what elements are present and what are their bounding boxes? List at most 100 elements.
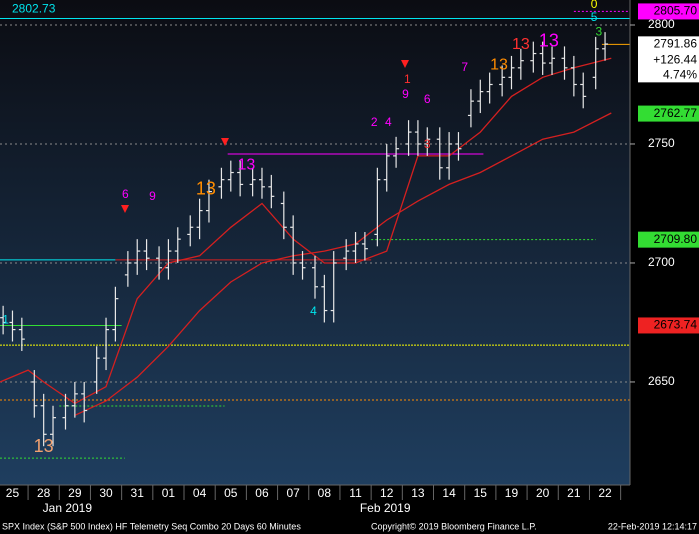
ohlc-bar [361,232,368,261]
ohlc-bar [81,381,88,423]
signal-arrows [121,60,409,213]
ohlc-bar [602,32,609,61]
ohlc-bar [0,305,7,335]
x-tick-label: 19 [505,486,519,500]
ohlc-bar [103,317,110,371]
x-tick-label: 21 [567,486,581,500]
price-tag [638,3,699,20]
ohlc-bar [268,174,275,209]
price-tag-label: 2673.74 [654,318,698,332]
sequence-count: 3 [424,137,431,151]
sequence-count: 4 [385,115,392,129]
ohlc-bar [455,132,462,161]
price-tag-label: 2709.80 [654,232,698,246]
moving-average [74,112,612,416]
ohlc-bar [50,405,57,447]
ohlc-bar [18,317,25,352]
x-tick-label: 13 [411,486,425,500]
footer-right: 22-Feb-2019 12:14:17 [608,521,697,531]
sequence-count: 3 [595,24,602,38]
x-tick-label: 01 [162,486,176,500]
ohlc-bar [31,370,38,418]
ohlc-bar [62,393,69,430]
x-tick-label: 30 [99,486,113,500]
ohlc-bar [393,136,400,168]
ohlc-bar [280,191,287,240]
ohlc-bar [330,251,337,323]
x-tick-label: 11 [349,486,362,500]
ohlc-bar [237,160,244,197]
net-change: +126.44 [653,53,697,67]
ohlc-bar [580,72,587,109]
ohlc-bar [592,36,599,90]
sequence-count: 0 [591,0,598,11]
price-tag-label: 2762.77 [654,106,698,120]
x-tick-label: 20 [536,486,550,500]
sequence-count: 6 [424,92,431,106]
x-tick-label: 22 [598,486,612,500]
down-arrow [121,205,129,213]
ohlc-bar [227,160,234,192]
ohlc-bar [249,167,256,197]
ohlc-bar [165,239,172,280]
ohlc-bar [467,89,474,128]
x-tick-label: 08 [318,486,332,500]
ohlc-bar [549,46,556,75]
y-tick-label: 2650 [648,374,675,388]
sequence-count: 13 [34,436,54,456]
ohlc-bar [570,55,577,97]
level-label: 2802.73 [12,2,56,16]
sequence-count: 1 [2,312,9,326]
sequence-count: 13 [539,31,559,51]
ohlc-bar [134,239,141,275]
ohlc-bar [424,127,431,156]
ohlc-bar [374,167,381,247]
ohlc-bar [405,120,412,156]
y-tick-label: 2800 [648,17,675,31]
ohlc-bar [112,286,119,342]
price-tag-label: 2791.86 [654,37,698,51]
ohlc-bar [561,46,568,80]
ohlc-bar [124,251,131,287]
ohlc-bar [343,239,350,271]
sequence-count: 4 [310,304,317,318]
x-tick-label: 28 [37,486,51,500]
ohlc-bar [383,143,390,192]
ohlc-bar [446,132,453,180]
ohlc-bar [539,41,546,75]
y-tick-label: 2700 [648,255,675,269]
ohlc-bar [499,65,506,97]
ohlc-bar [486,72,493,104]
month-label: Jan 2019 [43,501,93,515]
x-tick-label: 12 [380,486,394,500]
x-tick-label: 06 [255,486,269,500]
sequence-count: 13 [512,36,530,53]
ohlc-bar [530,41,537,73]
footer-left: SPX Index (S&P 500 Index) HF Telemetry S… [2,521,301,531]
sequence-count: 13 [196,179,216,199]
ohlc-bar [290,215,297,275]
sequence-count: 6 [122,187,129,201]
sequence-count: 9 [402,87,409,101]
sequence-count: 9 [149,189,156,203]
ohlc-bar [321,274,328,323]
price-tag [638,36,699,83]
down-arrow [221,138,229,146]
sequence-count: 13 [237,157,255,174]
price-tag [638,231,699,248]
x-tick-label: 05 [224,486,238,500]
ohlc-bar [414,120,421,156]
ohlc-bar [205,179,212,223]
sequence-count: 1 [404,72,411,86]
ohlc-bar [218,167,225,199]
sequence-count: 7 [461,60,468,74]
ohlc-bar [174,227,181,263]
ohlc-bar [352,232,359,263]
ohlc-bar [436,127,443,180]
x-tick-label: 14 [442,486,456,500]
ohlc-bar [143,239,150,271]
footer-center: Copyright© 2019 Bloomberg Finance L.P. [371,521,537,531]
plot-area [0,0,630,485]
